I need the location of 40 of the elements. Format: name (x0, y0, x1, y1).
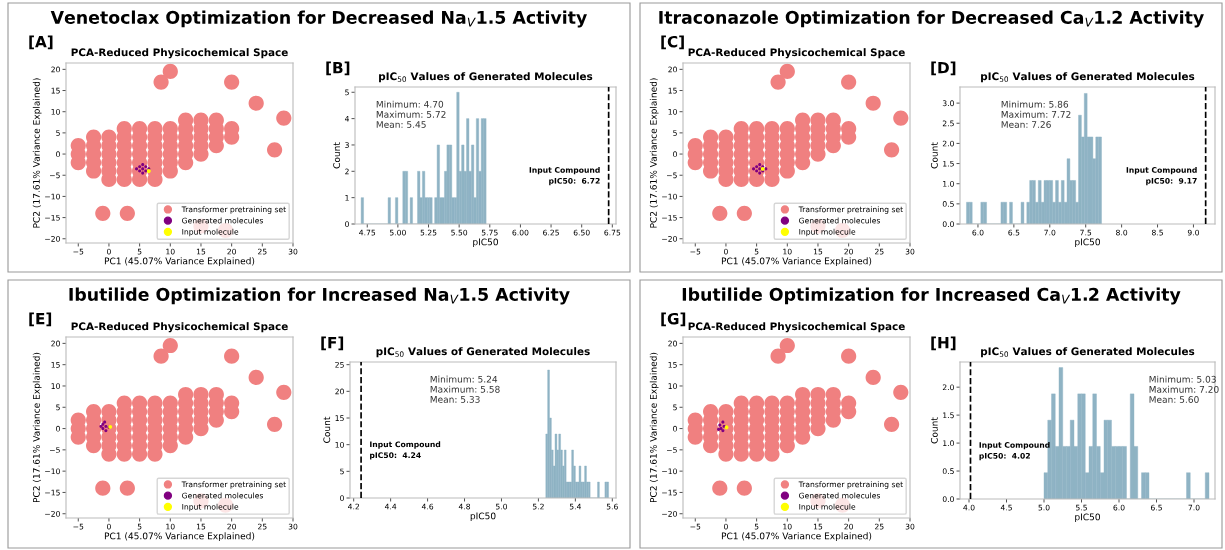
chart-title: pIC$_{50}$ Values of Generated Molecules (376, 347, 590, 358)
y-axis-title: PC2 (17.61% Variance Explained) (649, 352, 659, 503)
chart-title: PCA-Reduced Physicochemical Space (688, 48, 905, 59)
text: Itraconazole Optimization for Decreased Ca$_{V}$1.2 Activity (659, 10, 1204, 28)
text: Ibutilide Optimization for Increased Ca$_{V}$1.2 Activity (682, 287, 1181, 305)
chart-title: pIC$_{50}$ Values of Generated Molecules (981, 72, 1195, 83)
x-axis-title: PC1 (45.07% Variance Explained) (104, 257, 255, 267)
text: [D] (931, 61, 956, 76)
annotation: Minimum: 5.03 Maximum: 7.20 Mean: 5.60 (1149, 375, 1219, 403)
y-axis-title: Count (333, 142, 341, 169)
y-axis-title: Count (323, 416, 331, 443)
y-axis-title: PC2 (17.61% Variance Explained) (32, 78, 42, 228)
text: [A] (29, 35, 53, 50)
x-axis-title: pIC50 (1075, 238, 1100, 248)
chart-title: pIC$_{50}$ Values of Generated Molecules (379, 72, 593, 83)
text: [H] (931, 336, 956, 351)
chart-title: PCA-Reduced Physicochemical Space (71, 48, 288, 59)
chart-title: PCA-Reduced Physicochemical Space (688, 322, 905, 333)
x-axis-title: PC1 (45.07% Variance Explained) (104, 532, 255, 542)
y-axis-title: PC2 (17.61% Variance Explained) (649, 78, 659, 228)
text: [F] (321, 336, 344, 351)
annotation: Minimum: 5.24 Maximum: 5.58 Mean: 5.33 (430, 375, 500, 403)
annotation: Minimum: 5.86 Maximum: 7.72 Mean: 7.26 (1001, 100, 1071, 128)
x-axis-title: PC1 (45.07% Variance Explained) (721, 532, 872, 542)
x-axis-title: pIC50 (473, 238, 498, 248)
text: [G] (661, 312, 686, 327)
x-axis-title: PC1 (45.07% Variance Explained) (721, 257, 872, 267)
text: Venetoclax Optimization for Decreased Na$_{V}$1.5 Activity (50, 10, 587, 28)
y-axis-title: PC2 (17.61% Variance Explained) (32, 352, 42, 503)
x-axis-title: pIC50 (470, 512, 496, 522)
y-axis-title: Count (930, 142, 938, 169)
text: [B] (326, 61, 350, 76)
x-axis-title: pIC50 (1075, 513, 1100, 523)
text: [C] (661, 35, 684, 50)
annotation: Minimum: 4.70 Maximum: 5.72 Mean: 5.45 (376, 100, 446, 128)
y-axis-title: Count (930, 417, 938, 444)
text: Ibutilide Optimization for Increased Na$_{V}$1.5 Activity (69, 287, 570, 305)
chart-title: pIC$_{50}$ Values of Generated Molecules (981, 347, 1195, 358)
text: [E] (29, 312, 52, 327)
chart-title: PCA-Reduced Physicochemical Space (71, 322, 288, 333)
